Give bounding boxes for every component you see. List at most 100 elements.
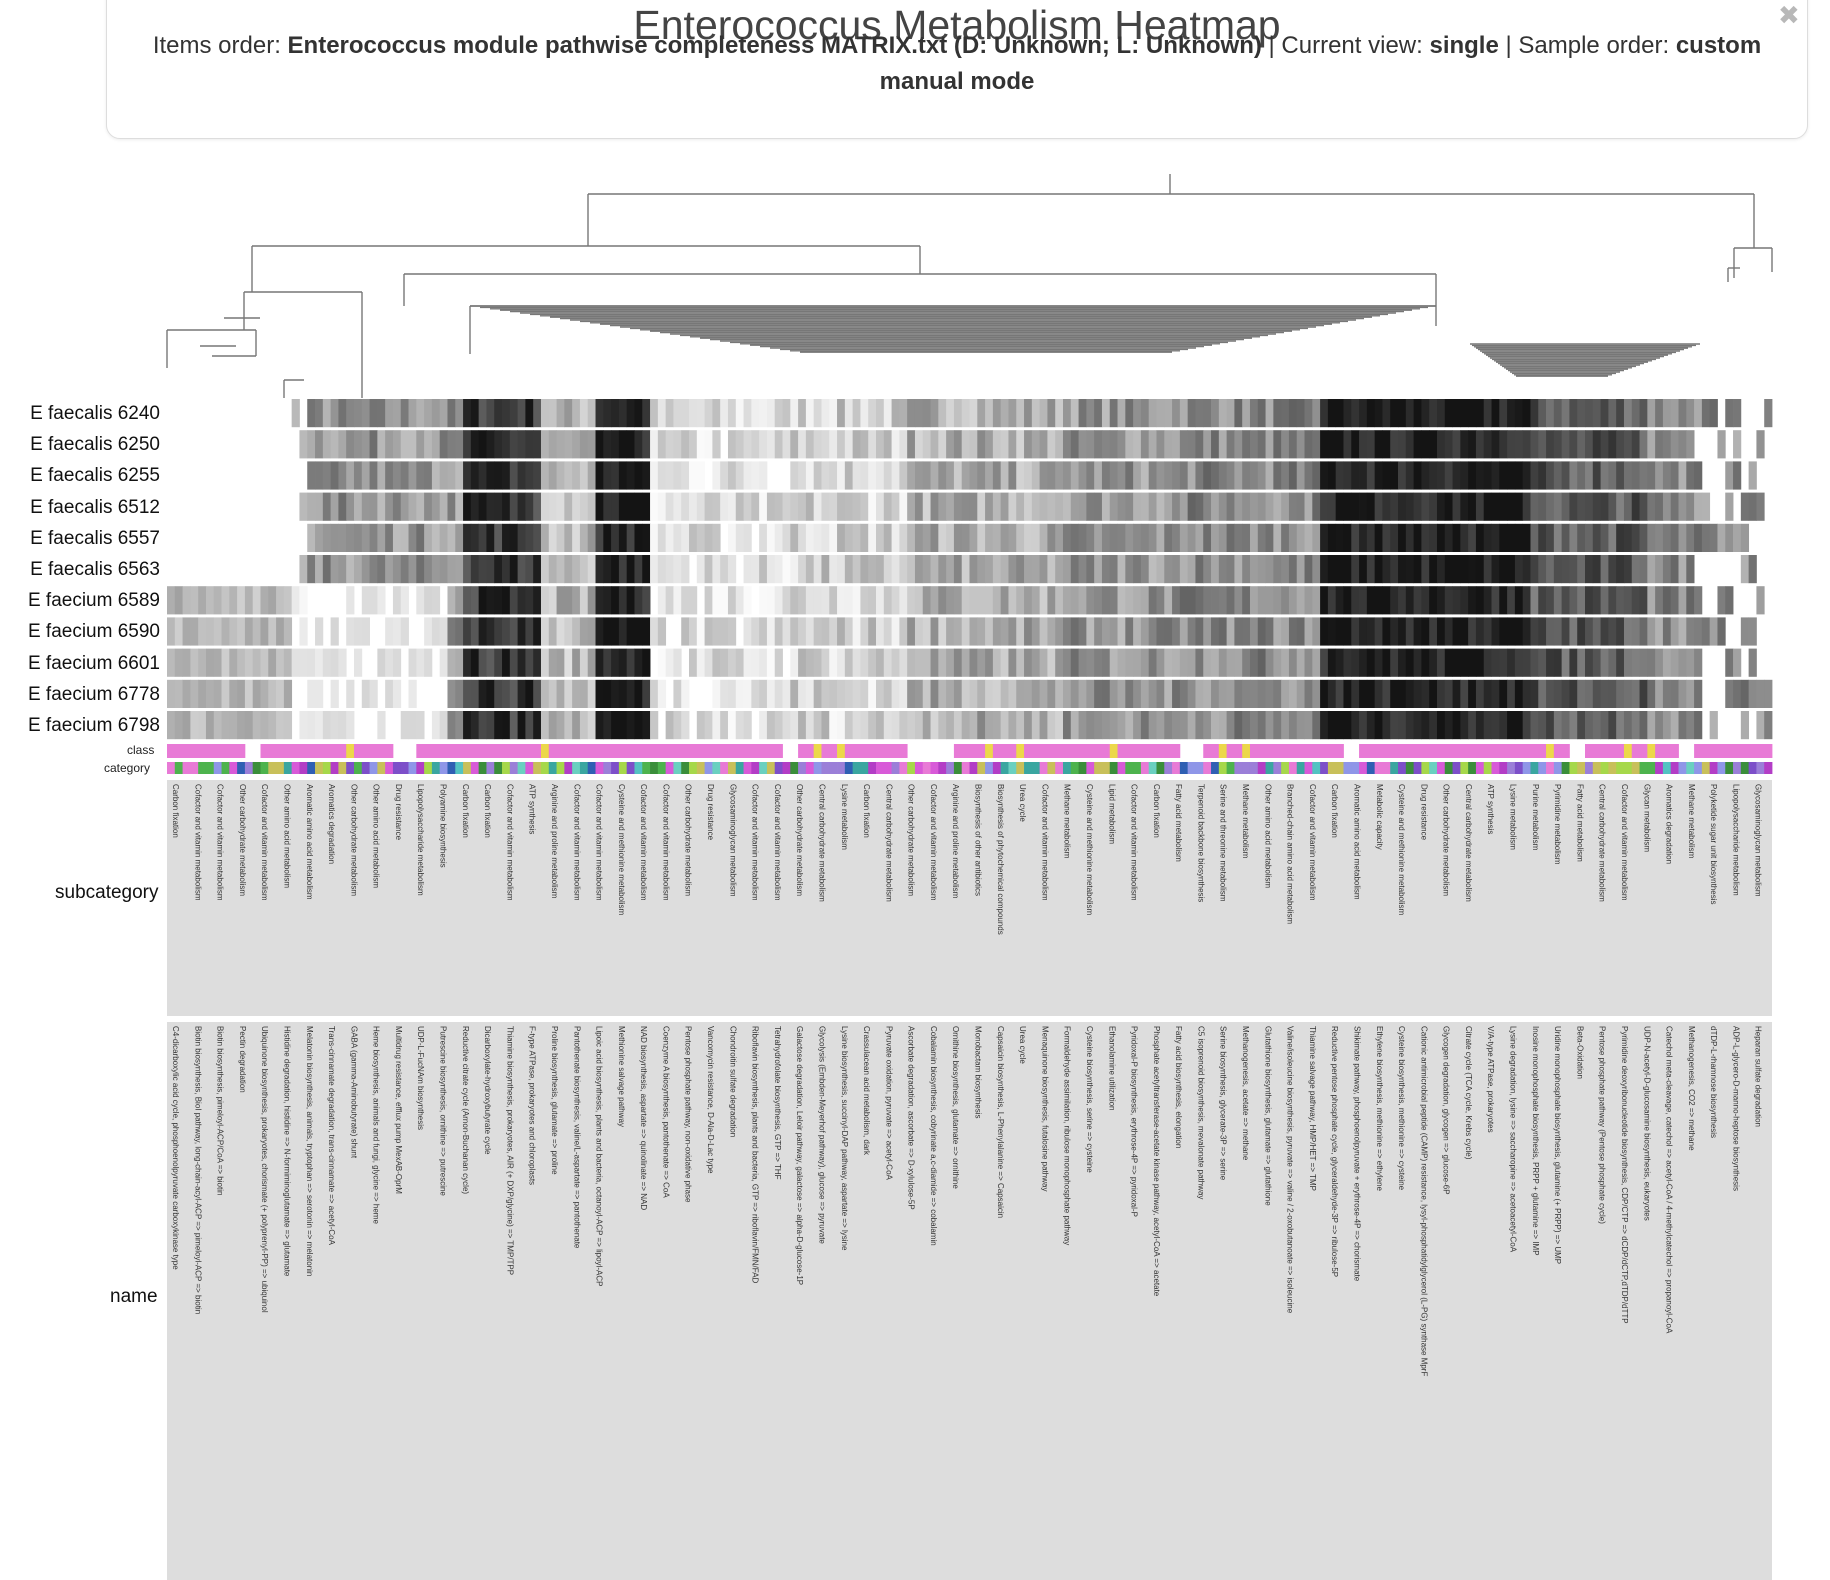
class-cell: [844, 744, 854, 758]
heatmap-cell: [914, 399, 924, 428]
heatmap-cell: [1398, 555, 1407, 584]
heatmap-cell: [447, 430, 456, 459]
heatmap-cell: [463, 586, 472, 615]
class-cell: [424, 744, 433, 758]
name-label: ADP-L-glycero-D-manno-heptose biosynthes…: [1731, 1026, 1740, 1191]
heatmap-cell: [782, 679, 791, 708]
class-cell: [1203, 744, 1212, 758]
heatmap-cell: [579, 586, 589, 615]
heatmap-cell: [1179, 523, 1189, 552]
heatmap-cell: [369, 523, 378, 552]
class-cell: [548, 744, 557, 758]
heatmap-cell: [1094, 648, 1103, 677]
heatmap-cell: [821, 679, 830, 708]
category-cell: [1273, 762, 1282, 774]
heatmap-cell: [315, 523, 324, 552]
category-cell: [1460, 762, 1469, 774]
category-cell: [1312, 762, 1321, 774]
heatmap-cell: [1686, 586, 1695, 615]
category-cell: [681, 762, 690, 774]
heatmap-cell: [751, 555, 760, 584]
heatmap-cell: [502, 617, 511, 646]
heatmap-cell: [1569, 648, 1578, 677]
heatmap-cell: [307, 648, 316, 677]
category-cell: [868, 762, 877, 774]
heatmap-cell: [1335, 399, 1344, 428]
heatmap-cell: [408, 679, 417, 708]
heatmap-cell: [720, 586, 729, 615]
heatmap-cell: [634, 648, 643, 677]
heatmap-cell: [1398, 461, 1407, 490]
heatmap-cell: [766, 399, 776, 428]
category-cell: [673, 762, 682, 774]
heatmap-cell: [182, 648, 191, 677]
heatmap-cell: [486, 586, 495, 615]
heatmap-cell: [502, 586, 511, 615]
category-cell: [1327, 762, 1337, 774]
heatmap-cell: [876, 586, 885, 615]
heatmap-cell: [1312, 399, 1321, 428]
heatmap-cell: [1756, 430, 1765, 459]
heatmap-cell: [478, 523, 487, 552]
heatmap-cell: [1398, 711, 1407, 740]
heatmap-cell: [696, 430, 705, 459]
heatmap-cell: [603, 555, 612, 584]
class-cell: [1335, 744, 1344, 758]
heatmap-cell: [1117, 430, 1126, 459]
class-layer-label: class: [127, 743, 155, 757]
close-icon[interactable]: ✖: [1778, 0, 1800, 30]
heatmap-cell: [1109, 679, 1118, 708]
heatmap-cell: [1359, 679, 1368, 708]
heatmap-cell: [883, 617, 892, 646]
heatmap-cell: [455, 617, 464, 646]
category-cell: [1616, 762, 1625, 774]
heatmap-cell: [1733, 679, 1742, 708]
heatmap-cell: [1320, 430, 1329, 459]
category-cell: [260, 762, 269, 774]
category-cell: [1764, 762, 1773, 774]
class-cell: [167, 744, 176, 758]
heatmap-cell: [1429, 648, 1438, 677]
category-cell: [1405, 762, 1415, 774]
heatmap-cell: [1000, 461, 1009, 490]
heatmap-cell: [470, 679, 480, 708]
heatmap-cell: [1662, 523, 1672, 552]
heatmap-cell: [486, 461, 495, 490]
heatmap-cell: [1172, 648, 1181, 677]
heatmap-cell: [790, 617, 799, 646]
class-cell: [353, 744, 363, 758]
subcategory-label: Lysine metabolism: [1509, 784, 1518, 850]
heatmap-cell: [611, 648, 620, 677]
category-cell: [1530, 762, 1539, 774]
heatmap-cell: [1623, 523, 1633, 552]
heatmap-cell: [213, 679, 222, 708]
heatmap-cell: [953, 679, 963, 708]
heatmap-cell: [1429, 430, 1438, 459]
heatmap-cell: [1600, 555, 1609, 584]
heatmap-cell: [766, 492, 776, 521]
category-cell: [1055, 762, 1064, 774]
category-cell: [899, 762, 908, 774]
heatmap-cell: [346, 523, 355, 552]
category-cell: [1623, 762, 1633, 774]
heatmap-cell: [1421, 711, 1430, 740]
heatmap-cell: [673, 586, 682, 615]
heatmap-cell: [1452, 711, 1461, 740]
heatmap-cell: [1062, 586, 1072, 615]
heatmap-cell: [1382, 648, 1391, 677]
heatmap-cell: [1631, 586, 1640, 615]
heatmap-cell: [330, 679, 339, 708]
class-cell: [1694, 744, 1703, 758]
heatmap-cell: [876, 679, 885, 708]
heatmap-cell: [665, 586, 674, 615]
heatmap-cell: [642, 679, 651, 708]
category-cell: [1203, 762, 1212, 774]
heatmap-cell: [1327, 586, 1337, 615]
heatmap-cell: [564, 523, 573, 552]
heatmap-cell: [946, 492, 955, 521]
heatmap-cell: [1444, 586, 1453, 615]
heatmap-cell: [167, 617, 176, 646]
class-cell: [1405, 744, 1415, 758]
heatmap-cell: [977, 679, 986, 708]
heatmap-cell: [525, 679, 534, 708]
